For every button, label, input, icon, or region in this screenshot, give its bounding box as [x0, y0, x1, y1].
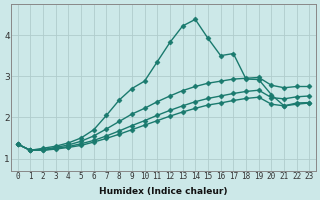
X-axis label: Humidex (Indice chaleur): Humidex (Indice chaleur)	[99, 187, 228, 196]
